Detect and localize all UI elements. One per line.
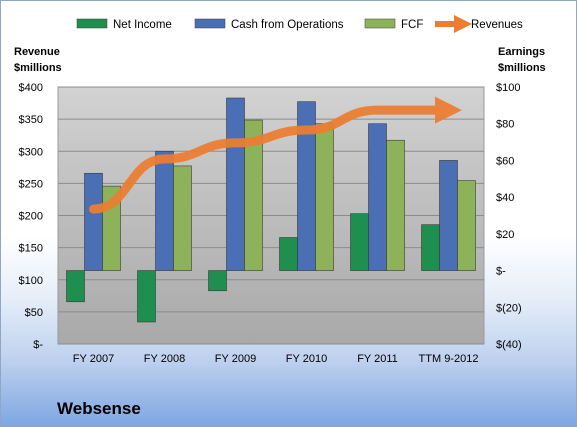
right-tick-label: $80 — [496, 119, 514, 131]
fcf-bar — [457, 180, 476, 271]
revenues-line — [89, 96, 462, 214]
bars — [66, 97, 476, 323]
right-axis-title-line2: $millions — [498, 62, 546, 74]
fcf-bar — [386, 139, 405, 271]
cash-from-operations-bar — [226, 97, 245, 271]
cash-from-operations-bar — [155, 150, 174, 271]
category-label: FY 2010 — [286, 353, 327, 365]
fcf-bar — [315, 123, 334, 271]
legend-label: Cash from Operations — [231, 19, 344, 31]
right-tick-label: $100 — [496, 82, 520, 94]
right-tick-label: $(20) — [496, 302, 522, 314]
left-tick-label: $250 — [19, 178, 43, 190]
right-axis-title-line1: Earnings — [498, 46, 545, 58]
fcf-bar — [244, 119, 263, 271]
left-tick-label: $150 — [19, 243, 43, 255]
legend-swatch — [364, 18, 396, 29]
net-income-bar — [350, 213, 369, 271]
company-name: Websense — [57, 399, 141, 418]
left-tick-label: $- — [33, 339, 43, 351]
category-label: FY 2009 — [215, 353, 256, 365]
fcf-bar — [173, 165, 192, 271]
right-tick-label: $20 — [496, 229, 514, 241]
left-tick-label: $100 — [19, 275, 43, 287]
right-tick-label: $40 — [496, 192, 514, 204]
category-label: TTM 9-2012 — [419, 353, 479, 365]
revenue-line — [89, 96, 462, 214]
right-tick-label: $60 — [496, 155, 514, 167]
right-tick-label: $(40) — [496, 339, 522, 351]
left-axis-title-line2: $millions — [14, 62, 62, 74]
gridlines — [58, 86, 484, 345]
legend: Net Income Cash from Operations FCF Revenue… — [76, 15, 523, 33]
legend-swatch — [76, 18, 108, 29]
category-label: FY 2007 — [73, 353, 114, 365]
cash-from-operations-bar — [439, 160, 458, 271]
category-label: FY 2008 — [144, 353, 185, 365]
cash-from-operations-bar — [368, 123, 387, 271]
legend-swatch — [194, 18, 226, 29]
left-tick-label: $50 — [25, 307, 43, 319]
left-tick-label: $350 — [19, 114, 43, 126]
net-income-bar — [137, 270, 156, 323]
left-tick-label: $400 — [19, 82, 43, 94]
legend-label: FCF — [401, 19, 423, 31]
net-income-bar — [208, 270, 227, 292]
net-income-bar — [421, 224, 440, 271]
axes: $- $50 $100 $150 $200 $250 $300 $350 $400 $(40) $(… — [19, 82, 522, 365]
left-tick-label: $200 — [19, 211, 43, 223]
category-label: FY 2011 — [357, 353, 398, 365]
left-axis-title-line1: Revenue — [14, 46, 60, 58]
net-income-bar — [279, 237, 298, 271]
cash-from-operations-bar — [84, 172, 103, 271]
left-tick-label: $300 — [19, 146, 43, 158]
right-tick-label: $- — [496, 266, 506, 278]
legend-label: Revenues — [471, 19, 523, 31]
net-income-bar — [66, 270, 85, 303]
legend-label: Net Income — [113, 19, 172, 31]
